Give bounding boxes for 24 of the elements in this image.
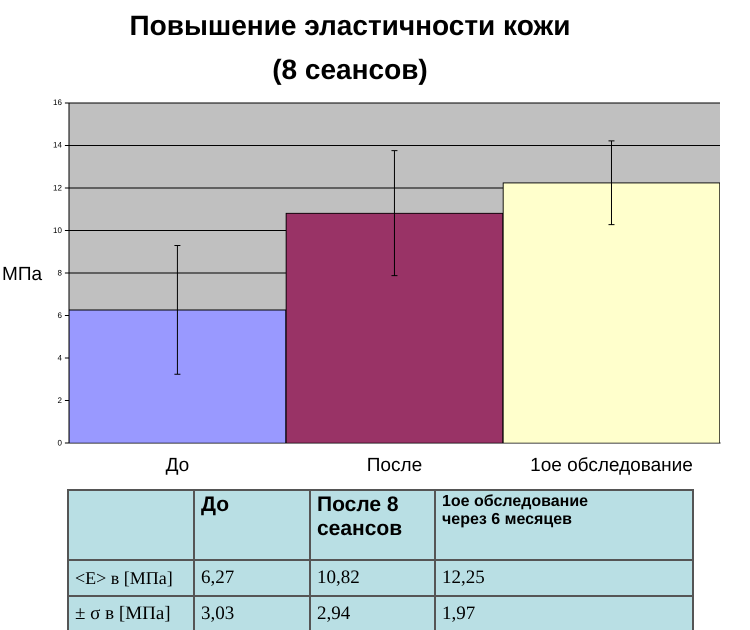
text: <E> в [МПа]	[68, 560, 194, 596]
text: 3,03	[194, 596, 310, 630]
y-tick-label: 16	[52, 98, 62, 108]
chart-title: Повышение эластичности кожи (8 сеансов)	[128, 9, 572, 87]
y-tick-label: 4	[57, 353, 62, 362]
y-axis-title: МПа	[2, 264, 42, 286]
y-tick-label: 14	[52, 140, 62, 150]
text: 12,25	[435, 560, 693, 596]
x-tick-label: После	[366, 454, 422, 476]
y-tick-label: 10	[52, 226, 62, 235]
y-tick-label: 2	[57, 396, 62, 405]
y-tick-label: 8	[57, 268, 62, 278]
text: ± σ в [МПа]	[68, 596, 194, 630]
y-tick-label: 12	[52, 183, 62, 192]
text: 1ое обследование через 6 месяцев	[435, 490, 693, 560]
text: 1,97	[435, 596, 693, 630]
text: После 8 сеансов	[310, 490, 435, 560]
text: 6,27	[194, 560, 310, 596]
text: 10,82	[310, 560, 435, 596]
x-tick-label: 1ое обследование	[530, 454, 693, 476]
y-tick-label: 6	[57, 310, 62, 320]
x-tick-label: До	[166, 454, 190, 476]
text: 2,94	[310, 596, 435, 630]
y-tick-label: 0	[57, 438, 62, 448]
